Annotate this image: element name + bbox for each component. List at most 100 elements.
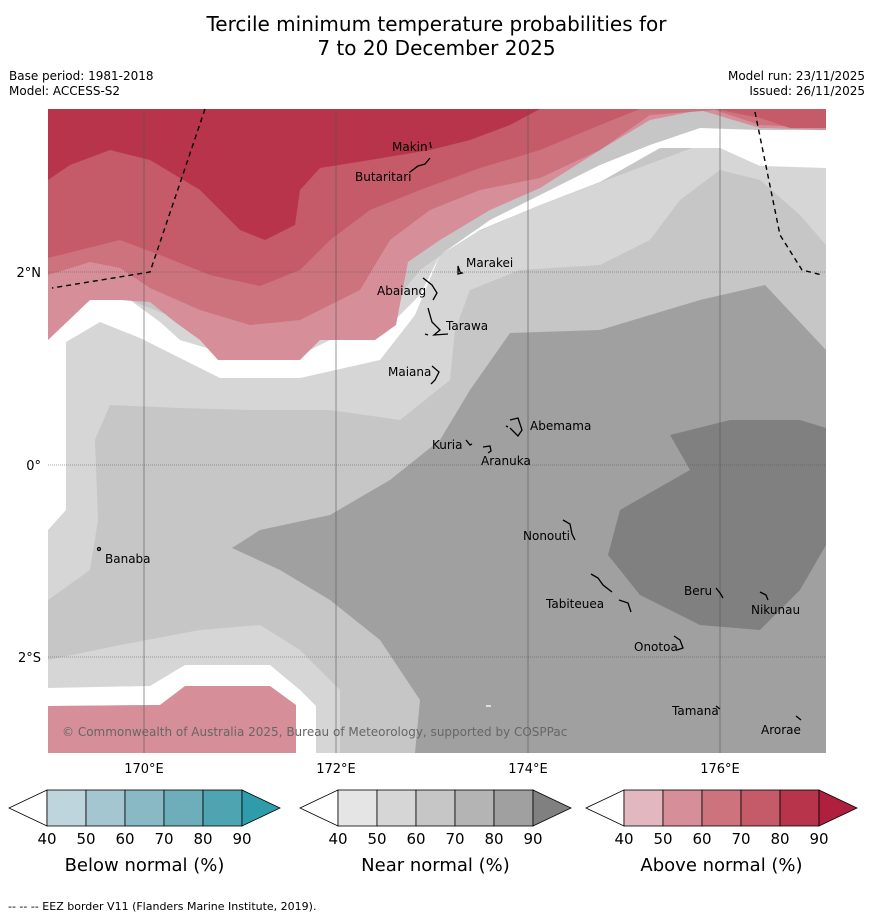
colorbar-1-tick-60: 60 [406, 830, 425, 848]
colorbar-2-caption: Above normal (%) [640, 855, 802, 876]
field-near-80-90 [608, 420, 826, 630]
label-nikunau: Nikunau [751, 603, 800, 617]
colorbar-1-extend-high [532, 789, 572, 827]
colorbar-0-tick-90: 90 [232, 830, 251, 848]
colorbar-2-tick-90: 90 [809, 830, 828, 848]
graticule [48, 109, 826, 753]
colorbar-0-tick-80: 80 [193, 830, 212, 848]
colorbar-1-segment-3 [454, 789, 495, 827]
colorbar-1-extend-low [299, 789, 339, 827]
axis-labels: 170°E 172°E 174°E 176°E 2°N 0° 2°S [17, 266, 740, 777]
island-nikunau [759, 591, 769, 601]
probability-fields [48, 109, 826, 753]
island-tabiteuea-south [618, 599, 632, 613]
colorbar-2-segment-3 [740, 789, 781, 827]
colorbar-1-tick-40: 40 [328, 830, 347, 848]
island-tarawa [427, 307, 449, 336]
colorbar-2-extend-low [585, 789, 625, 827]
island-abemama-west [505, 425, 509, 428]
field-white-gap-south [48, 665, 316, 753]
colorbar-2-segment-4 [779, 789, 820, 827]
colorbar-0-tick-70: 70 [154, 830, 173, 848]
issued-date: Issued: 26/11/2025 [749, 84, 865, 98]
island-maiana [430, 365, 440, 385]
colorbar-1-segment-0 [337, 789, 378, 827]
colorbar-2-segment-0 [623, 789, 664, 827]
label-kuria: Kuria [432, 438, 463, 452]
island-makin [429, 141, 432, 149]
model-name: Model: ACCESS-S2 [9, 84, 121, 98]
colorbar-2-extend-high [818, 789, 858, 827]
eez-borders [51, 108, 823, 289]
island-aranuka [482, 445, 492, 454]
title-line-1: Tercile minimum temperature probabilitie… [206, 12, 667, 36]
island-arorae [795, 715, 802, 721]
island-kuria [465, 439, 473, 446]
colorbar-1-segment-1 [376, 789, 417, 827]
island-abaiang [422, 277, 438, 301]
label-tamana: Tamana [671, 704, 719, 718]
lat-label-2s: 2°S [18, 651, 41, 666]
colorbar-0-tick-60: 60 [115, 830, 134, 848]
colorbar-2-tick-50: 50 [653, 830, 672, 848]
label-butaritari: Butaritari [355, 170, 412, 184]
label-arorae: Arorae [761, 723, 801, 737]
lon-label-174e: 174°E [508, 762, 548, 777]
island-butaritari [409, 157, 431, 173]
island-abemama [509, 417, 523, 438]
colorbar-0-extend-low [8, 789, 48, 827]
colorbar-2-tick-80: 80 [770, 830, 789, 848]
label-abaiang: Abaiang [377, 284, 426, 298]
map-title: Tercile minimum temperature probabilitie… [0, 12, 873, 60]
label-tabiteuea: Tabiteuea [545, 597, 604, 611]
island-banaba [96, 546, 102, 552]
field-near-70-80 [232, 285, 826, 753]
label-nonouti: Nonouti [523, 529, 570, 543]
colorbar-2-tick-40: 40 [614, 830, 633, 848]
colorbar-near-normal: 40 50 60 70 80 90 Near normal (%) [299, 789, 572, 876]
label-abemama: Abemama [530, 419, 591, 433]
island-tamana [715, 705, 721, 710]
field-above-south [48, 686, 296, 753]
label-tarawa: Tarawa [445, 319, 488, 333]
label-beru: Beru [684, 584, 712, 598]
colorbar-0-tick-50: 50 [76, 830, 95, 848]
island-outlines [96, 141, 802, 721]
colorbar-2-tick-60: 60 [692, 830, 711, 848]
colorbar-1-tick-50: 50 [367, 830, 386, 848]
island-beru [715, 587, 724, 599]
label-banaba: Banaba [105, 552, 151, 566]
colorbar-below-normal: 40 50 60 70 80 90 Below normal (%) [8, 789, 281, 876]
label-onotoa: Onotoa [634, 640, 678, 654]
lat-label-equator: 0° [26, 459, 41, 474]
colorbar-0-caption: Below normal (%) [65, 855, 225, 876]
eez-border-east [754, 111, 823, 276]
colorbar-2-tick-70: 70 [731, 830, 750, 848]
island-marakei [457, 265, 464, 275]
colorbar-above-normal: 40 50 60 70 80 90 Above normal (%) [585, 789, 858, 876]
colorbar-0-tick-40: 40 [37, 830, 56, 848]
colorbar-1-tick-70: 70 [445, 830, 464, 848]
colorbar-0-segment-0 [46, 789, 87, 827]
colorbar-0-segment-4 [202, 789, 243, 827]
title-line-2: 7 to 20 December 2025 [317, 36, 556, 60]
island-tarawa-west [424, 333, 429, 336]
field-above-80-90 [48, 109, 540, 240]
label-makin: Makin [392, 140, 428, 154]
eez-border-west [51, 108, 206, 289]
eez-footnote: -- -- -- EEZ border V11 (Flanders Marine… [8, 900, 317, 913]
meta-right: Model run: 23/11/2025 Issued: 26/11/2025 [728, 69, 865, 99]
colorbar-1-tick-80: 80 [484, 830, 503, 848]
colorbar-0-extend-high [241, 789, 281, 827]
lat-label-2n: 2°N [17, 266, 42, 281]
lon-label-170e: 170°E [124, 762, 164, 777]
place-labels: Makin Butaritari Marakei Abaiang Tarawa … [105, 140, 801, 737]
colorbar-1-tick-90: 90 [523, 830, 542, 848]
meta-left: Base period: 1981-2018 Model: ACCESS-S2 [9, 69, 154, 99]
colorbar-2-segment-1 [662, 789, 703, 827]
label-maiana: Maiana [388, 365, 431, 379]
colorbar-0-segment-2 [124, 789, 165, 827]
colorbar-0-segment-3 [163, 789, 204, 827]
island-onotoa [673, 635, 684, 651]
